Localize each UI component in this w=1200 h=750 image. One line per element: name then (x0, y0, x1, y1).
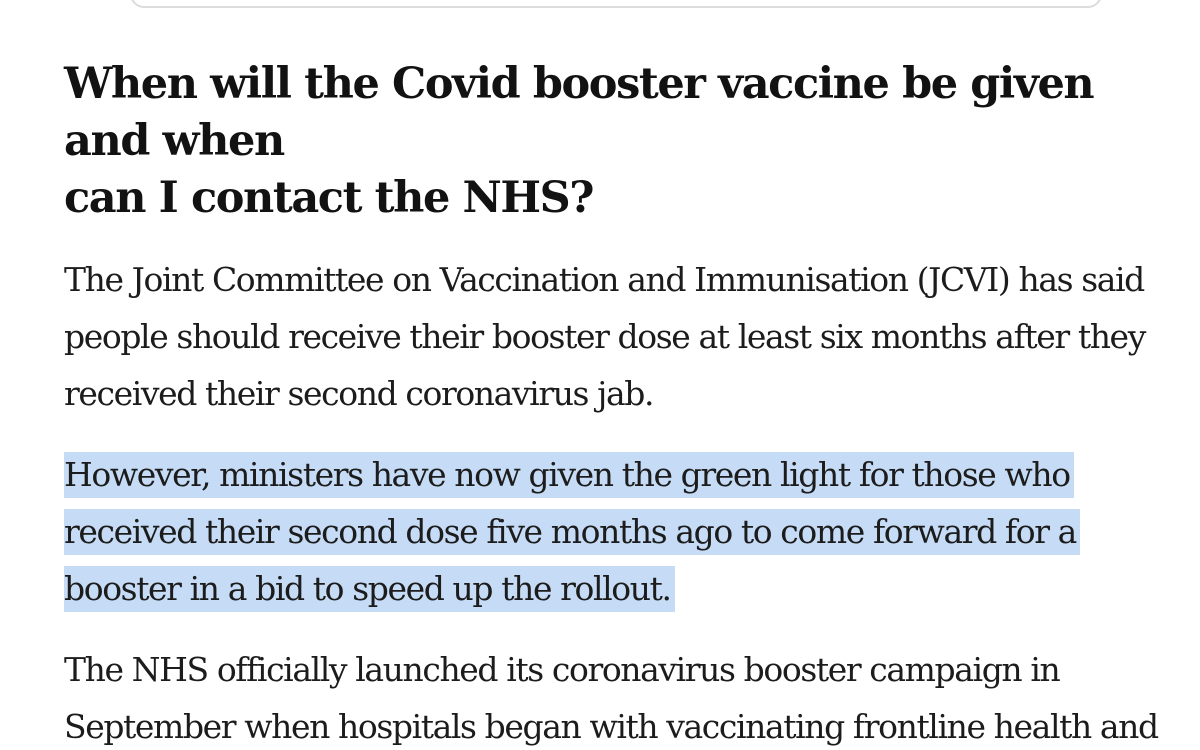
article-body: When will the Covid booster vaccine be g… (64, 56, 1184, 750)
paragraph-jcvi-guidance: The Joint Committee on Vaccination and I… (64, 251, 1184, 422)
selected-text-highlight: However, ministers have now given the gr… (64, 452, 1080, 612)
embedded-card-edge (130, 0, 1102, 8)
paragraph-nhs-campaign-text: The NHS officially launched its coronavi… (64, 650, 1159, 746)
article-headline: When will the Covid booster vaccine be g… (64, 59, 1095, 223)
paragraph-jcvi-guidance-text: The Joint Committee on Vaccination and I… (64, 260, 1146, 413)
paragraph-ministers-highlighted: However, ministers have now given the gr… (64, 446, 1184, 617)
paragraph-nhs-campaign: The NHS officially launched its coronavi… (64, 641, 1184, 750)
